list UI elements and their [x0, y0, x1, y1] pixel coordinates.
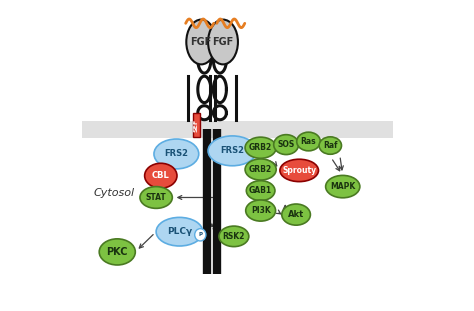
Text: Sprouty: Sprouty: [282, 166, 316, 175]
Ellipse shape: [246, 200, 275, 221]
Text: SEF: SEF: [194, 118, 199, 132]
Ellipse shape: [246, 181, 275, 201]
Ellipse shape: [140, 187, 173, 208]
Text: PKC: PKC: [107, 247, 128, 257]
Text: STAT: STAT: [146, 193, 166, 202]
Text: CBL: CBL: [152, 171, 170, 180]
Text: FRS2: FRS2: [164, 150, 188, 158]
Text: P: P: [198, 232, 202, 237]
Ellipse shape: [195, 229, 206, 241]
Text: GRB2: GRB2: [249, 143, 272, 152]
Ellipse shape: [245, 159, 276, 180]
Bar: [82, 120, 392, 137]
Text: RSK2: RSK2: [223, 232, 245, 241]
Text: Raf: Raf: [323, 141, 337, 150]
Ellipse shape: [145, 163, 177, 188]
Ellipse shape: [208, 20, 238, 64]
Ellipse shape: [280, 159, 319, 182]
Text: Akt: Akt: [288, 210, 304, 219]
Ellipse shape: [156, 217, 203, 246]
Text: FGF: FGF: [191, 37, 212, 47]
Ellipse shape: [186, 20, 216, 64]
Ellipse shape: [99, 239, 135, 265]
Text: Ras: Ras: [301, 137, 316, 146]
Ellipse shape: [326, 175, 360, 198]
Ellipse shape: [297, 132, 320, 151]
Text: PLCγ: PLCγ: [167, 227, 192, 236]
Text: FRS2: FRS2: [220, 146, 244, 155]
Text: MAPK: MAPK: [330, 182, 356, 191]
Text: PI3K: PI3K: [251, 206, 271, 215]
Text: Cytosol: Cytosol: [94, 188, 135, 198]
Text: GAB1: GAB1: [249, 186, 272, 195]
Text: GRB2: GRB2: [249, 165, 272, 174]
Ellipse shape: [273, 135, 299, 155]
Ellipse shape: [219, 226, 249, 247]
Ellipse shape: [154, 139, 199, 169]
Ellipse shape: [282, 204, 310, 225]
Text: SOS: SOS: [277, 140, 295, 149]
Ellipse shape: [208, 136, 256, 166]
Ellipse shape: [319, 137, 341, 154]
Text: FGF: FGF: [212, 37, 234, 47]
FancyBboxPatch shape: [192, 113, 200, 137]
Ellipse shape: [245, 137, 276, 158]
